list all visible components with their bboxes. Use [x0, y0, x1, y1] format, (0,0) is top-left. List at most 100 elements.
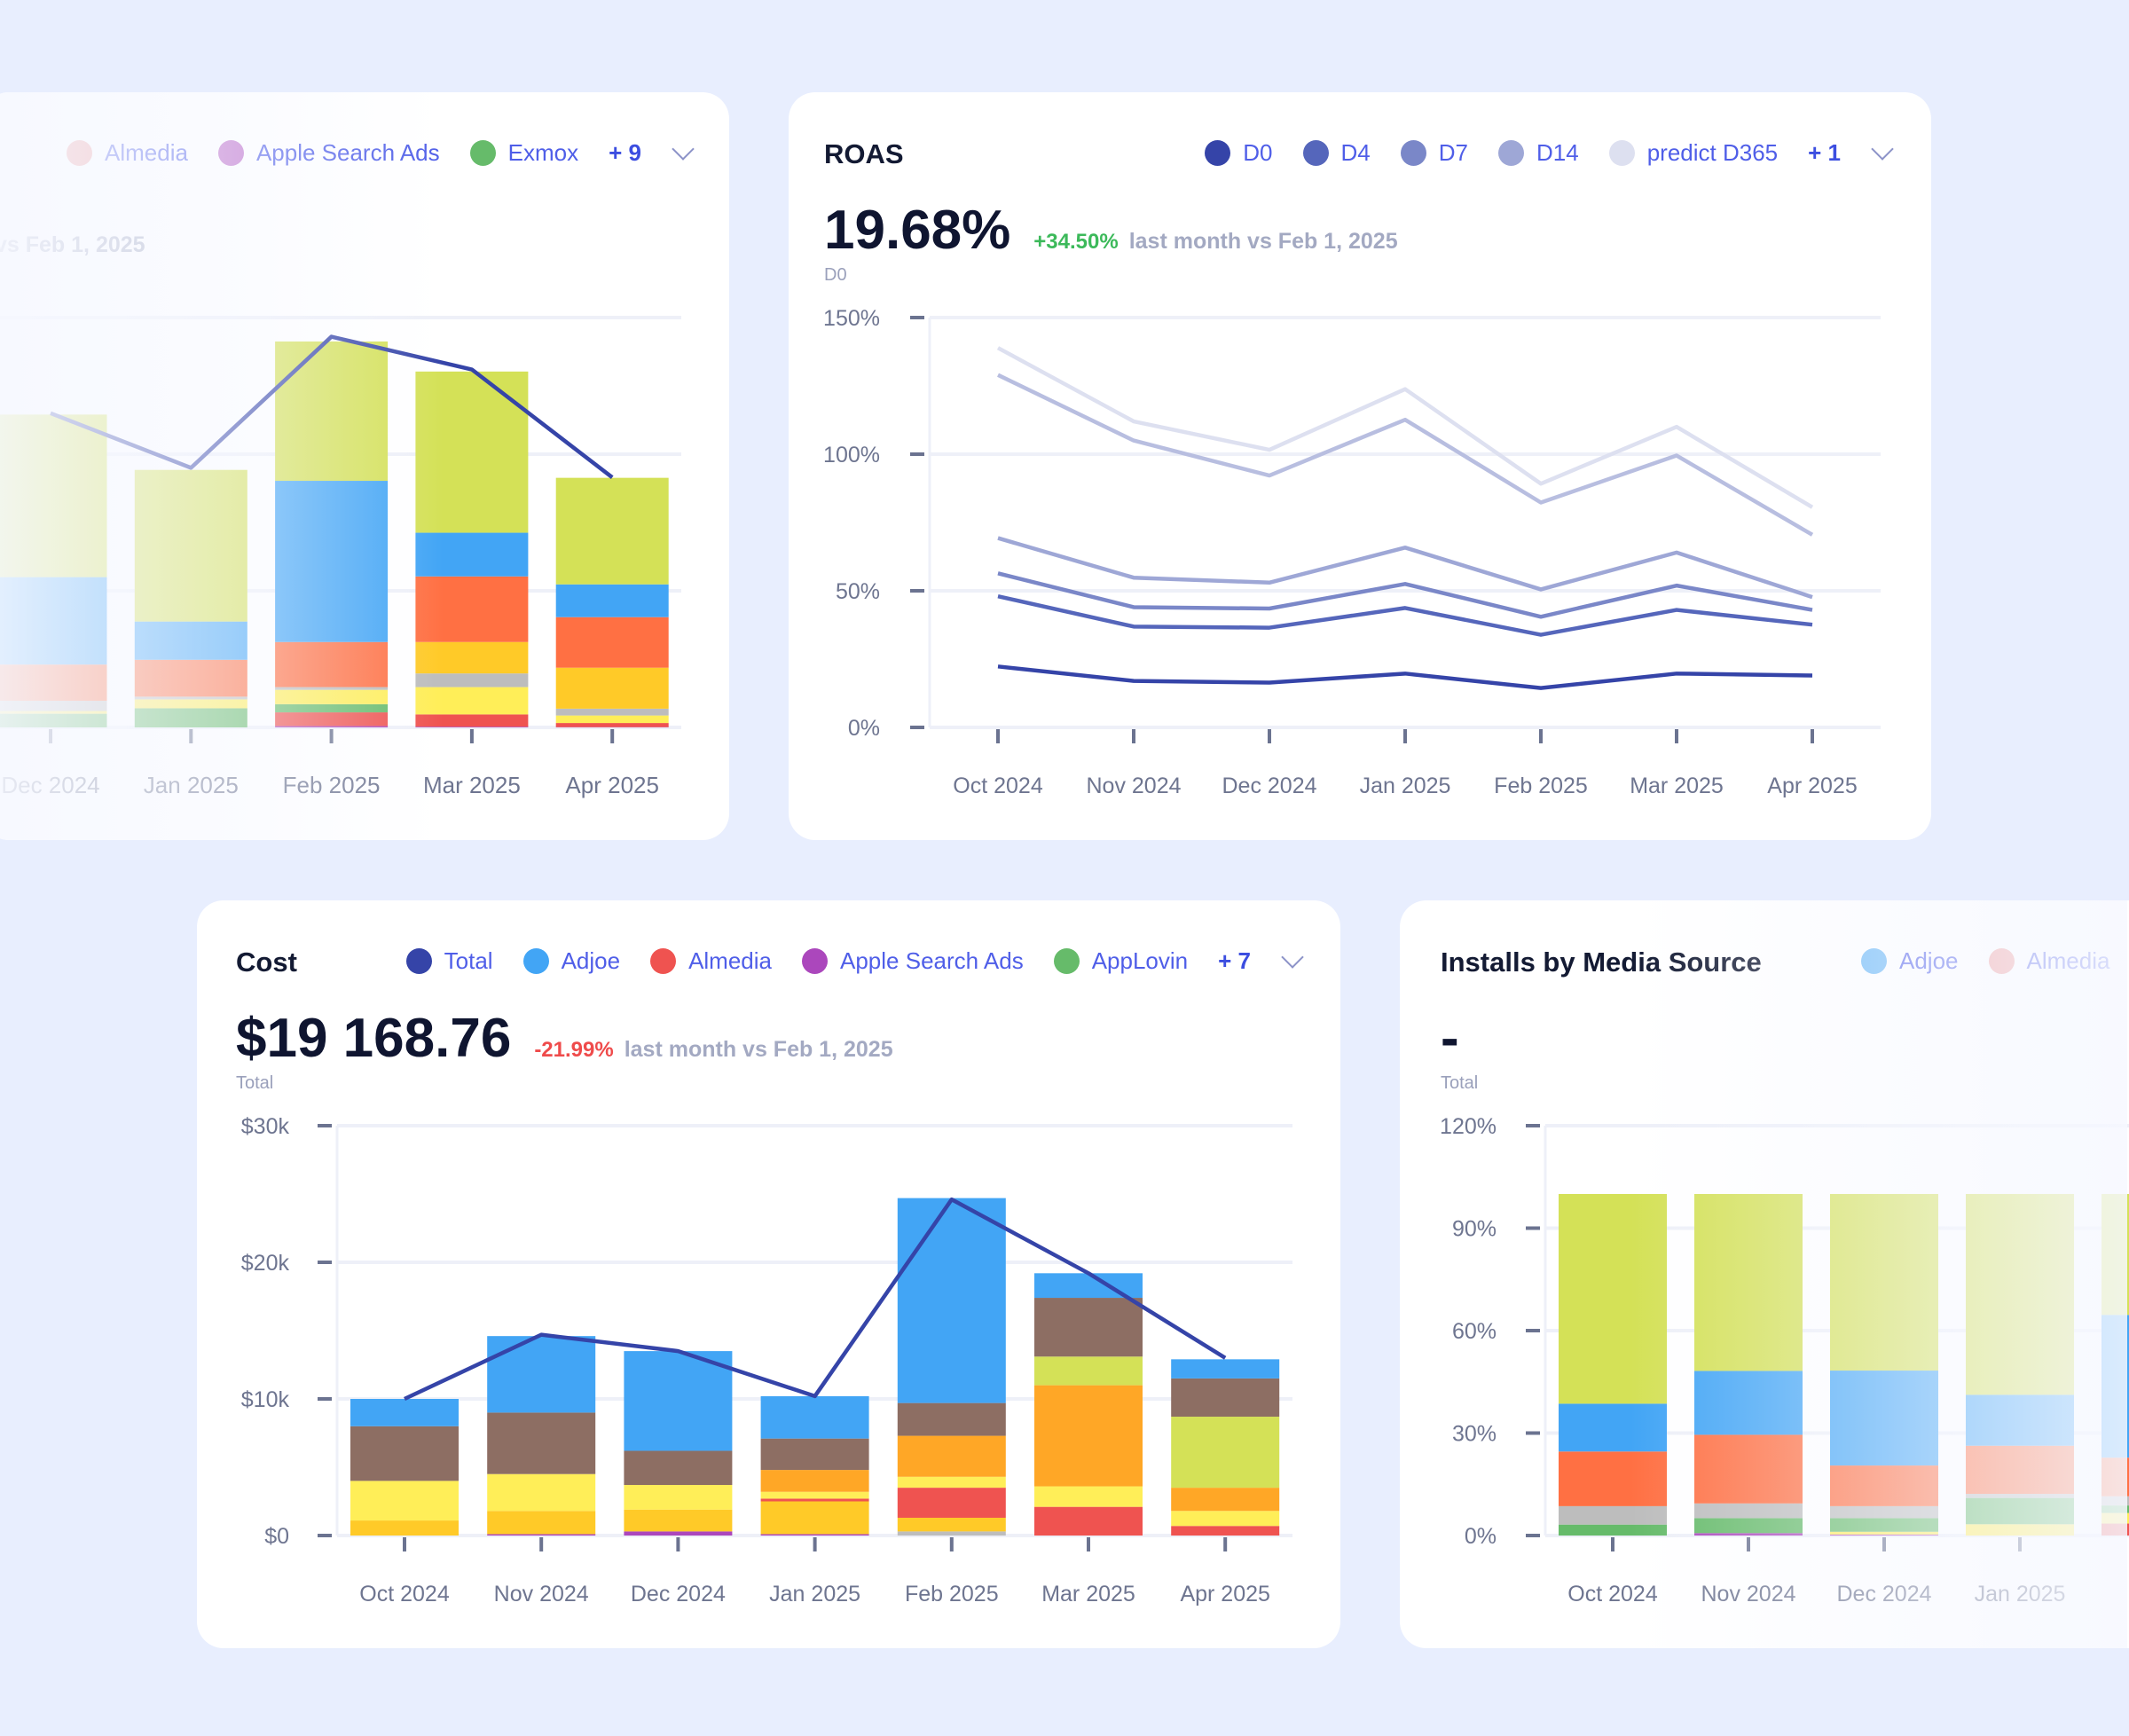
bar-segment: [1694, 1194, 1803, 1371]
x-tick-label: Jan 2025: [1360, 774, 1451, 798]
bar-segment: [624, 1450, 733, 1486]
bar-segment: [1830, 1505, 1938, 1519]
bar-segment-almedia: [1559, 1451, 1667, 1506]
bar-segment-almedia: [1171, 1526, 1280, 1536]
bar-segment: [275, 689, 389, 704]
y-tick-label: $0: [264, 1524, 289, 1549]
bar-segment: [1830, 1534, 1938, 1536]
legend-item-almedia[interactable]: Almedia: [650, 947, 772, 975]
legend-more-button[interactable]: + 1: [1808, 139, 1841, 166]
legend-dot-icon: [1608, 140, 1635, 166]
legend-item-d7[interactable]: D7: [1400, 139, 1468, 167]
x-tick-label: Feb 2025: [1494, 774, 1588, 798]
kpi-value: 19.68%: [824, 200, 1011, 261]
bar-segment: [897, 1476, 1006, 1489]
bar-segment-exmox: [275, 703, 389, 713]
bar-segment-almedia: [275, 641, 389, 687]
y-tick-label: $30k: [241, 1114, 290, 1139]
bar-segment: [487, 1511, 596, 1535]
bar-segment: [2102, 1523, 2129, 1536]
legend-label: Adjoe: [561, 947, 621, 974]
bar-segment-adjoe: [1694, 1371, 1803, 1435]
kpi: 19.68% +34.50% last month vs Feb 1, 2025: [824, 199, 1398, 262]
bar-segment: [2102, 1505, 2129, 1513]
bar-segment: [275, 481, 389, 642]
roas-card: ROAS D0 D4 D7 D14 predict D365 + 1 19.68…: [789, 92, 1931, 840]
bar-segment-adjoe: [1171, 1359, 1280, 1379]
legend-item-total[interactable]: Total: [405, 947, 493, 975]
bar-segment: [1559, 1524, 1667, 1536]
bar-segment-almedia: [555, 617, 669, 668]
bar-segment: [0, 700, 107, 711]
legend-label: D4: [1340, 139, 1371, 166]
x-tick-label: Oct 2024: [1567, 1582, 1658, 1606]
y-tick-label: 100%: [823, 443, 880, 467]
bar-segment-adjoe: [897, 1198, 1006, 1403]
x-tick-label: Nov 2024: [1086, 774, 1181, 798]
bar-segment: [555, 708, 669, 716]
legend-dot-icon: [802, 948, 828, 974]
legend-item-apple-search-ads[interactable]: Apple Search Ads: [802, 947, 1024, 975]
x-tick-label: Jan 2025: [144, 772, 239, 798]
bar-segment: [487, 1473, 596, 1512]
bar-segment: [415, 532, 529, 577]
series-line-predict-d365: [996, 346, 1814, 509]
series-line-d4: [997, 593, 1813, 637]
legend-more-button[interactable]: + 7: [1218, 947, 1251, 974]
bar-segment: [275, 726, 389, 727]
bar-segment: [1694, 1503, 1803, 1519]
bar-segment: [555, 715, 669, 724]
bar-segment: [897, 1435, 1006, 1477]
legend-item-adjoe[interactable]: Adjoe: [522, 947, 621, 975]
bar-segment: [1034, 1385, 1143, 1487]
legend-more-button[interactable]: + 9: [609, 139, 641, 166]
bar-segment: [1034, 1298, 1143, 1357]
series-line-total: [404, 1197, 1227, 1402]
bar-segment: [624, 1509, 733, 1532]
bar-segment: [555, 477, 669, 585]
legend-dot-icon: [1302, 140, 1329, 166]
bar-segment: [1830, 1194, 1938, 1371]
bar-segment: [1171, 1417, 1280, 1489]
bar-segment: [2102, 1496, 2129, 1506]
bar-segment-almedia: [2102, 1457, 2129, 1496]
legend-item-applovin[interactable]: AppLovin: [1053, 947, 1188, 975]
legend-dot-icon: [522, 948, 549, 974]
bar-segment: [760, 1438, 869, 1471]
card-title: ROAS: [824, 138, 904, 169]
x-tick-label: Mar 2025: [1041, 1582, 1135, 1606]
x-tick-label: Feb 2025: [905, 1582, 999, 1606]
x-tick-label: Mar 2025: [1630, 774, 1724, 798]
legend-dot-icon: [405, 948, 432, 974]
bar-segment: [760, 1501, 869, 1535]
legend-label: D0: [1243, 139, 1273, 166]
legend-label: D14: [1536, 139, 1579, 166]
bar-segment-adjoe: [760, 1395, 869, 1439]
bar-segment: [1171, 1488, 1280, 1512]
bar-segment: [1830, 1518, 1938, 1532]
bar-segment: [134, 621, 247, 660]
y-tick-label: 120%: [1440, 1114, 1497, 1139]
bar-segment: [134, 696, 247, 700]
bar-segment: [1559, 1505, 1667, 1525]
y-tick-label: 60%: [1452, 1319, 1497, 1344]
bar-segment: [897, 1402, 1006, 1436]
legend-item-exmox[interactable]: Exmox: [469, 139, 578, 167]
bar-segment: [350, 1426, 459, 1481]
bar-segment-almedia: [0, 664, 107, 701]
y-tick-label: 0%: [848, 716, 880, 741]
legend-item-d14[interactable]: D14: [1498, 139, 1579, 167]
legend-item-d4[interactable]: D4: [1302, 139, 1371, 167]
bar-segment: [134, 469, 247, 622]
bar-segment-almedia: [134, 659, 247, 697]
bar-segment-adjoe: [487, 1336, 596, 1413]
legend-item-predict-d365[interactable]: predict D365: [1608, 139, 1778, 167]
bar-segment: [555, 723, 669, 727]
y-tick-label: 30%: [1452, 1422, 1497, 1447]
bar-segment: [897, 1531, 1006, 1536]
bar-segment-adjoe: [1830, 1371, 1938, 1466]
y-tick-label: 90%: [1452, 1217, 1497, 1242]
legend-item-d0[interactable]: D0: [1205, 139, 1273, 167]
bar-segment: [1171, 1511, 1280, 1527]
bar-segment-apple-search-ads: [624, 1531, 733, 1536]
